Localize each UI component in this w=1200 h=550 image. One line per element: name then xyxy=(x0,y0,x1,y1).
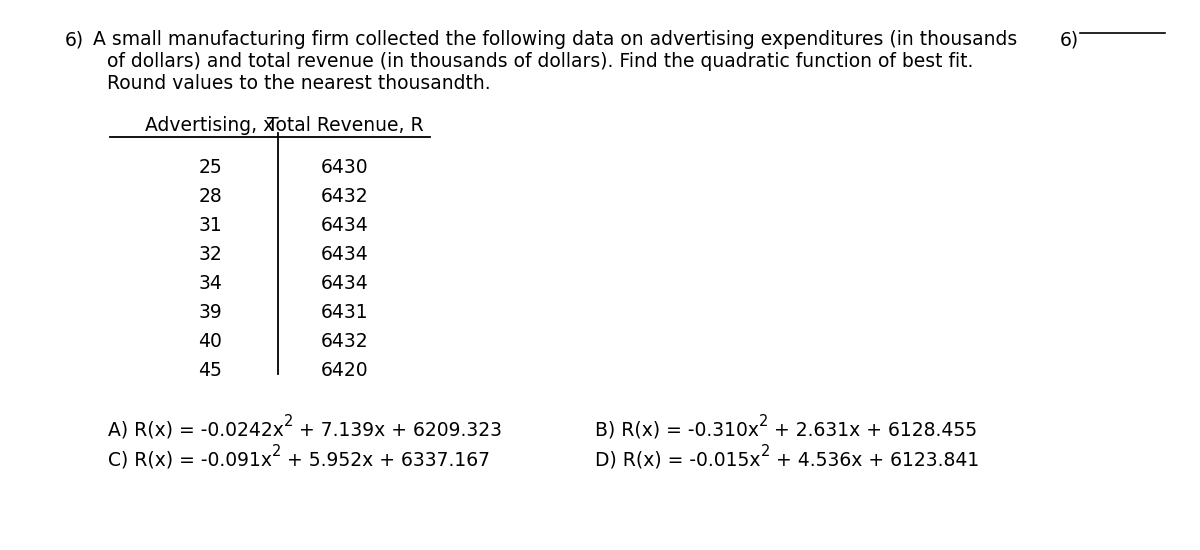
Text: 6432: 6432 xyxy=(322,332,368,351)
Text: A small manufacturing firm collected the following data on advertising expenditu: A small manufacturing firm collected the… xyxy=(94,30,1018,49)
Text: 6434: 6434 xyxy=(322,274,368,293)
Text: 6434: 6434 xyxy=(322,245,368,264)
Text: C) R(x) = -0.091x: C) R(x) = -0.091x xyxy=(108,450,272,470)
Text: Round values to the nearest thousandth.: Round values to the nearest thousandth. xyxy=(107,74,491,93)
Text: 2: 2 xyxy=(761,444,770,459)
Text: + 2.631x + 6128.455: + 2.631x + 6128.455 xyxy=(768,421,978,439)
Text: D) R(x) = -0.015x: D) R(x) = -0.015x xyxy=(595,450,761,470)
Text: + 7.139x + 6209.323: + 7.139x + 6209.323 xyxy=(293,421,503,439)
Text: 31: 31 xyxy=(198,216,222,235)
Text: 6420: 6420 xyxy=(322,361,368,380)
Text: 6430: 6430 xyxy=(322,158,368,177)
Text: 6): 6) xyxy=(1060,30,1079,49)
Text: 45: 45 xyxy=(198,361,222,380)
Text: 40: 40 xyxy=(198,332,222,351)
Text: B) R(x) = -0.310x: B) R(x) = -0.310x xyxy=(595,421,760,439)
Text: 39: 39 xyxy=(198,303,222,322)
Text: 2: 2 xyxy=(760,415,768,430)
Text: 6434: 6434 xyxy=(322,216,368,235)
Text: 6431: 6431 xyxy=(322,303,368,322)
Text: 2: 2 xyxy=(272,444,281,459)
Text: 6): 6) xyxy=(65,30,84,49)
Text: + 4.536x + 6123.841: + 4.536x + 6123.841 xyxy=(770,450,979,470)
Text: 2: 2 xyxy=(284,415,293,430)
Text: 34: 34 xyxy=(198,274,222,293)
Text: 28: 28 xyxy=(198,187,222,206)
Text: 25: 25 xyxy=(198,158,222,177)
Text: Advertising, x: Advertising, x xyxy=(145,116,275,135)
Text: Total Revenue, R: Total Revenue, R xyxy=(266,116,424,135)
Text: 6432: 6432 xyxy=(322,187,368,206)
Text: + 5.952x + 6337.167: + 5.952x + 6337.167 xyxy=(281,450,491,470)
Text: A) R(x) = -0.0242x: A) R(x) = -0.0242x xyxy=(108,421,284,439)
Text: of dollars) and total revenue (in thousands of dollars). Find the quadratic func: of dollars) and total revenue (in thousa… xyxy=(107,52,973,71)
Text: 32: 32 xyxy=(198,245,222,264)
